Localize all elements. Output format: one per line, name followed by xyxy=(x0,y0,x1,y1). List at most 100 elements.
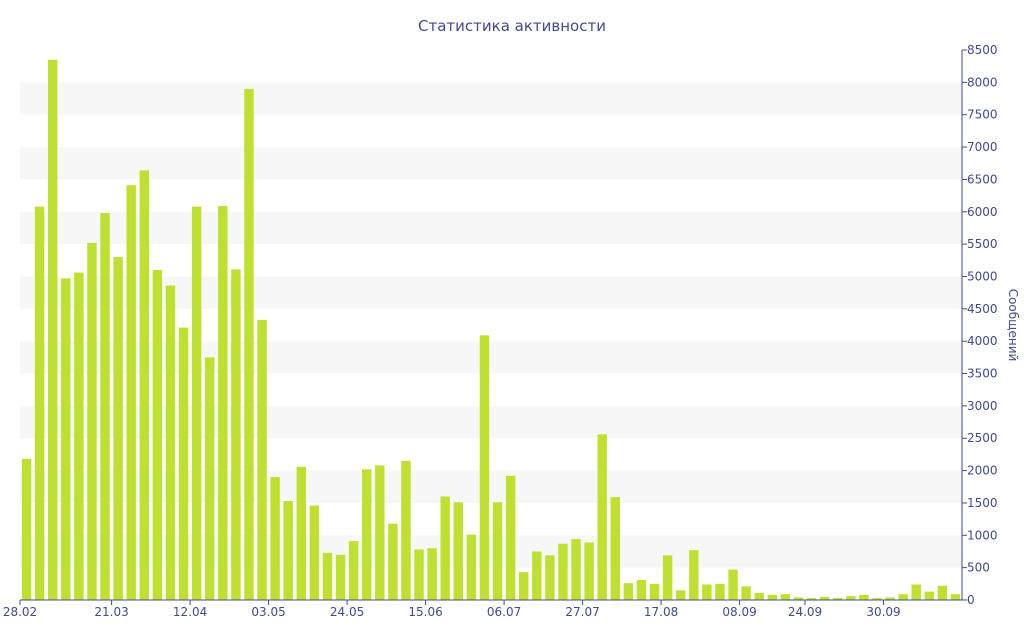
y-tick-label: 3500 xyxy=(967,367,998,381)
bar[interactable] xyxy=(610,497,621,600)
bar[interactable] xyxy=(440,496,450,600)
bar[interactable] xyxy=(100,213,110,600)
bar[interactable] xyxy=(898,594,908,600)
bar[interactable] xyxy=(532,551,542,600)
bar[interactable] xyxy=(139,170,150,600)
y-tick-label: 4000 xyxy=(967,334,998,348)
y-axis: 0 500 1000 1500 2000 2500 3000 3500 4000 4500 5000… xyxy=(961,43,998,607)
bar[interactable] xyxy=(479,335,490,600)
bar[interactable] xyxy=(401,460,411,600)
bar[interactable] xyxy=(754,592,764,600)
bar[interactable] xyxy=(702,584,712,600)
bar[interactable] xyxy=(623,583,634,600)
bar[interactable] xyxy=(571,539,581,600)
grid-band xyxy=(20,341,962,374)
bar[interactable] xyxy=(662,555,673,600)
bar[interactable] xyxy=(270,477,280,600)
bar[interactable] xyxy=(518,572,529,600)
bar[interactable] xyxy=(728,569,738,600)
bar[interactable] xyxy=(126,185,136,600)
bar[interactable] xyxy=(872,598,882,600)
bar[interactable] xyxy=(597,434,607,600)
x-tick-label: 24.09 xyxy=(788,605,822,619)
y-tick-label: 5000 xyxy=(967,269,998,283)
y-tick-label: 3000 xyxy=(967,399,998,413)
bar[interactable] xyxy=(767,594,778,600)
bar[interactable] xyxy=(859,594,869,600)
bar[interactable] xyxy=(649,583,660,600)
y-tick-label: 6500 xyxy=(967,172,998,186)
bar[interactable] xyxy=(322,552,333,600)
y-tick-label: 7500 xyxy=(967,108,998,122)
x-axis: 28.02 21.03 12.04 03.05 24.05 15.06 06.07 27.07… xyxy=(3,599,962,619)
bars xyxy=(21,59,961,601)
bar[interactable] xyxy=(924,591,935,600)
x-tick-label: 17.08 xyxy=(644,605,678,619)
bar[interactable] xyxy=(492,502,503,600)
y-tick-label: 6000 xyxy=(967,205,998,219)
bar[interactable] xyxy=(87,242,97,600)
bar[interactable] xyxy=(545,555,555,600)
bar[interactable] xyxy=(558,543,568,600)
bar[interactable] xyxy=(218,205,228,601)
bar[interactable] xyxy=(780,594,791,600)
bar[interactable] xyxy=(361,469,372,600)
bar[interactable] xyxy=(793,597,804,600)
grid-bands xyxy=(20,82,962,568)
bar[interactable] xyxy=(584,542,594,600)
bar[interactable] xyxy=(911,584,921,600)
bar[interactable] xyxy=(636,579,647,600)
y-tick-label: 7000 xyxy=(967,140,998,154)
bar[interactable] xyxy=(832,598,843,600)
x-tick-label: 27.07 xyxy=(565,605,599,619)
bar[interactable] xyxy=(950,594,961,600)
bar[interactable] xyxy=(937,585,948,600)
bar[interactable] xyxy=(846,596,856,600)
bar[interactable] xyxy=(335,554,346,600)
bar[interactable] xyxy=(21,458,32,600)
bar[interactable] xyxy=(505,475,516,600)
bar[interactable] xyxy=(296,466,307,600)
bar[interactable] xyxy=(191,206,202,600)
x-tick-label: 15.06 xyxy=(408,605,442,619)
y-tick-label: 2500 xyxy=(967,431,998,445)
bar[interactable] xyxy=(375,465,385,600)
chart-title: Статистика активности xyxy=(418,17,606,35)
bar[interactable] xyxy=(244,88,254,600)
bar[interactable] xyxy=(348,541,359,600)
bar[interactable] xyxy=(113,257,123,600)
x-tick-label: 06.07 xyxy=(487,605,521,619)
bar[interactable] xyxy=(885,597,895,600)
bar[interactable] xyxy=(178,327,189,600)
bar[interactable] xyxy=(47,59,58,601)
bar[interactable] xyxy=(689,550,699,600)
bar[interactable] xyxy=(427,548,437,600)
bar[interactable] xyxy=(257,319,267,600)
bar[interactable] xyxy=(309,505,320,600)
grid-band xyxy=(20,470,962,503)
grid-band xyxy=(20,211,962,245)
bar[interactable] xyxy=(74,272,84,600)
bar[interactable] xyxy=(806,598,817,600)
bar[interactable] xyxy=(61,278,71,600)
y-tick-label: 1500 xyxy=(967,496,998,510)
bar[interactable] xyxy=(388,523,398,600)
bar[interactable] xyxy=(231,269,241,600)
bar[interactable] xyxy=(466,534,477,600)
bar[interactable] xyxy=(283,501,293,600)
bar[interactable] xyxy=(34,206,45,600)
y-tick-label: 2000 xyxy=(967,464,998,478)
bar[interactable] xyxy=(675,590,686,600)
y-axis-title: Сообщений xyxy=(1006,289,1020,362)
bar[interactable] xyxy=(165,285,176,600)
bar[interactable] xyxy=(414,549,424,600)
grid-band xyxy=(20,535,962,568)
y-tick-label: 4500 xyxy=(967,302,998,316)
bar[interactable] xyxy=(715,583,725,600)
bar[interactable] xyxy=(204,357,215,600)
bar[interactable] xyxy=(152,270,163,600)
y-tick-label: 500 xyxy=(967,561,990,575)
bar[interactable] xyxy=(741,586,751,600)
bar[interactable] xyxy=(453,502,464,600)
bar[interactable] xyxy=(819,596,830,600)
